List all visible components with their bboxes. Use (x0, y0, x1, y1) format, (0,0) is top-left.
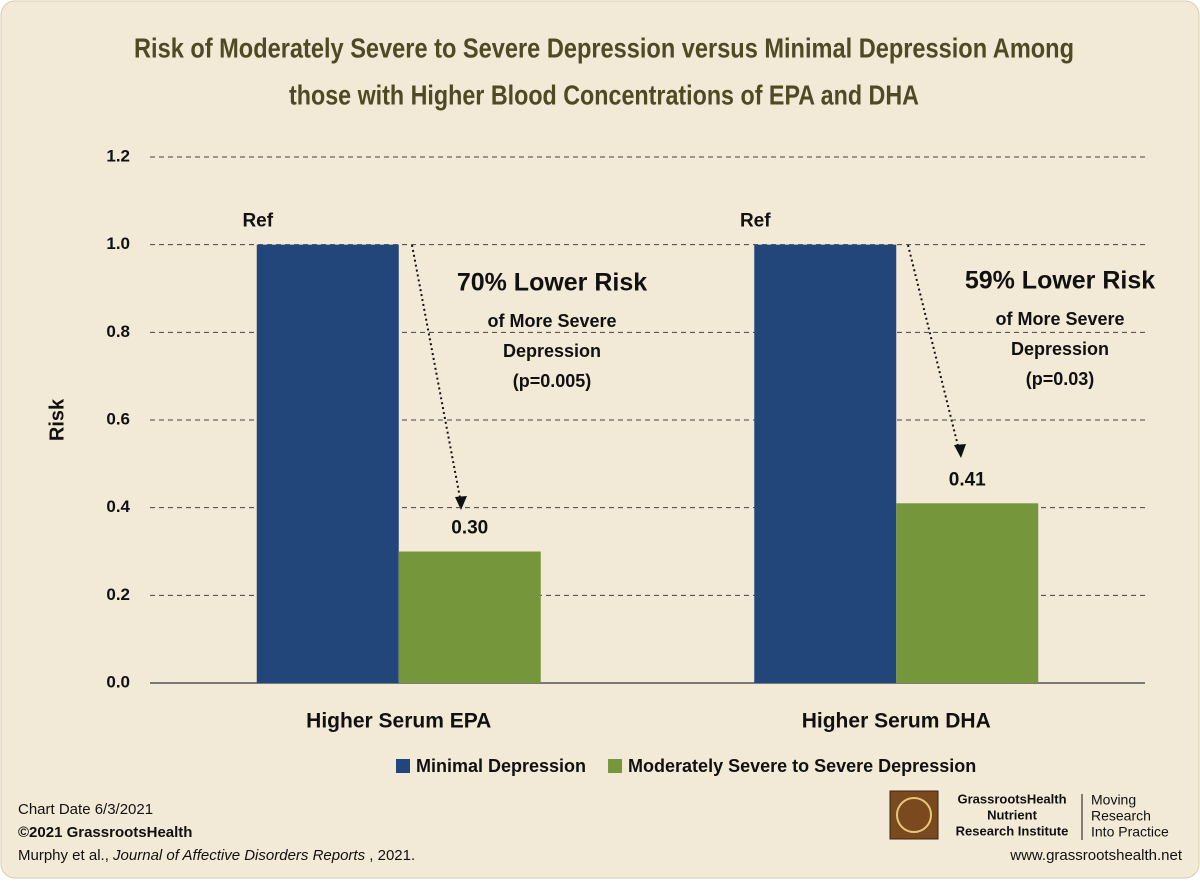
y-tick-label: 0.6 (106, 409, 130, 428)
bar (398, 551, 541, 683)
legend-swatch (396, 759, 410, 773)
logo-text: Nutrient (987, 807, 1038, 822)
arrow-head (455, 496, 467, 510)
data-label: 0.41 (949, 469, 986, 490)
logo-icon (896, 797, 932, 833)
logo-text: Research Institute (956, 823, 1069, 838)
chart-date: Chart Date 6/3/2021 (18, 801, 153, 818)
annotation: of More Severe (995, 309, 1124, 329)
y-tick-label: 1.0 (106, 234, 130, 253)
arrow (907, 244, 960, 451)
y-tick-label: 0.8 (106, 322, 130, 341)
annotation: Depression (1011, 339, 1109, 359)
tagline: Into Practice (1091, 824, 1169, 840)
bar (754, 244, 897, 683)
y-axis-label: Risk (46, 398, 68, 441)
tagline: Moving (1091, 792, 1136, 808)
citation-authors: Murphy et al., (18, 847, 113, 864)
data-label: Ref (740, 211, 771, 232)
arrow (411, 244, 462, 504)
annotation: of More Severe (487, 311, 616, 331)
y-tick-label: 0.0 (106, 672, 130, 691)
citation: Murphy et al., Journal of Affective Diso… (18, 847, 415, 864)
citation-journal: Journal of Affective Disorders Reports (112, 847, 366, 864)
chart-title: Risk of Moderately Severe to Severe Depr… (134, 32, 1074, 63)
x-tick-label: Higher Serum DHA (802, 710, 991, 733)
data-label: Ref (242, 211, 273, 232)
annotation: (p=0.03) (1026, 369, 1095, 389)
annotation: 59% Lower Risk (965, 267, 1155, 295)
copyright: ©2021 GrassrootsHealth (18, 824, 192, 841)
chart-title: those with Higher Blood Concentrations o… (289, 79, 919, 110)
y-tick-label: 0.4 (106, 497, 130, 516)
y-tick-label: 0.2 (106, 585, 130, 604)
y-tick-label: 1.2 (106, 146, 130, 165)
tagline: Research (1091, 808, 1151, 824)
bar (896, 503, 1039, 683)
legend-swatch (608, 759, 623, 773)
url: www.grassrootshealth.net (1009, 847, 1183, 864)
legend-label: Minimal Depression (416, 756, 586, 776)
data-label: 0.30 (451, 518, 488, 539)
bar (256, 244, 399, 683)
logo-text: GrassrootsHealth (957, 791, 1066, 806)
x-tick-label: Higher Serum EPA (306, 710, 491, 733)
arrow-head (954, 444, 966, 458)
annotation: Depression (503, 341, 601, 361)
legend-label: Moderately Severe to Severe Depression (628, 756, 976, 776)
citation-year: , 2021. (365, 847, 415, 864)
annotation: (p=0.005) (513, 371, 592, 391)
annotation: 70% Lower Risk (457, 269, 647, 297)
